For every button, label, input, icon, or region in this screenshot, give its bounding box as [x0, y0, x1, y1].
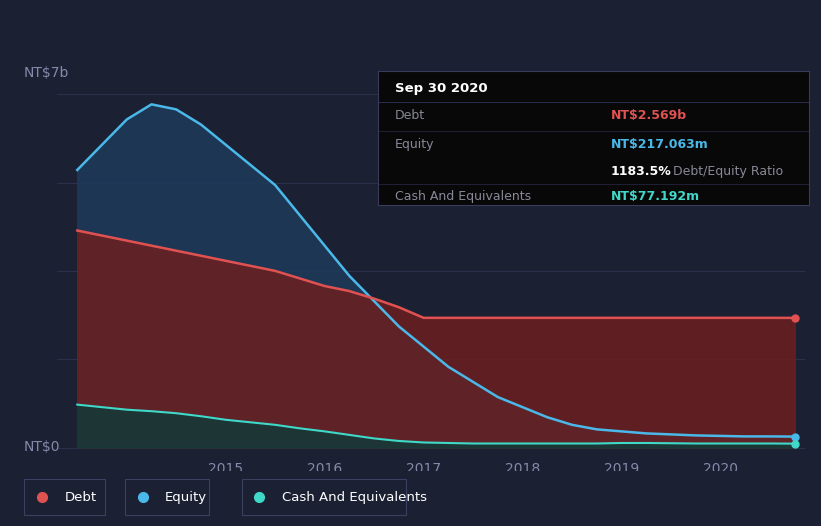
Text: Equity: Equity	[165, 491, 207, 503]
Text: Debt: Debt	[395, 108, 425, 122]
Text: Cash And Equivalents: Cash And Equivalents	[395, 190, 531, 204]
Text: Equity: Equity	[395, 138, 434, 151]
Text: 1183.5%: 1183.5%	[611, 165, 671, 178]
Text: Cash And Equivalents: Cash And Equivalents	[282, 491, 427, 503]
Text: Debt: Debt	[65, 491, 97, 503]
Text: Sep 30 2020: Sep 30 2020	[395, 82, 488, 95]
Text: NT$7b: NT$7b	[24, 66, 69, 80]
Text: NT$77.192m: NT$77.192m	[611, 190, 699, 204]
Text: NT$2.569b: NT$2.569b	[611, 108, 686, 122]
Text: Debt/Equity Ratio: Debt/Equity Ratio	[668, 165, 782, 178]
Text: NT$217.063m: NT$217.063m	[611, 138, 709, 151]
Text: NT$0: NT$0	[24, 440, 61, 454]
